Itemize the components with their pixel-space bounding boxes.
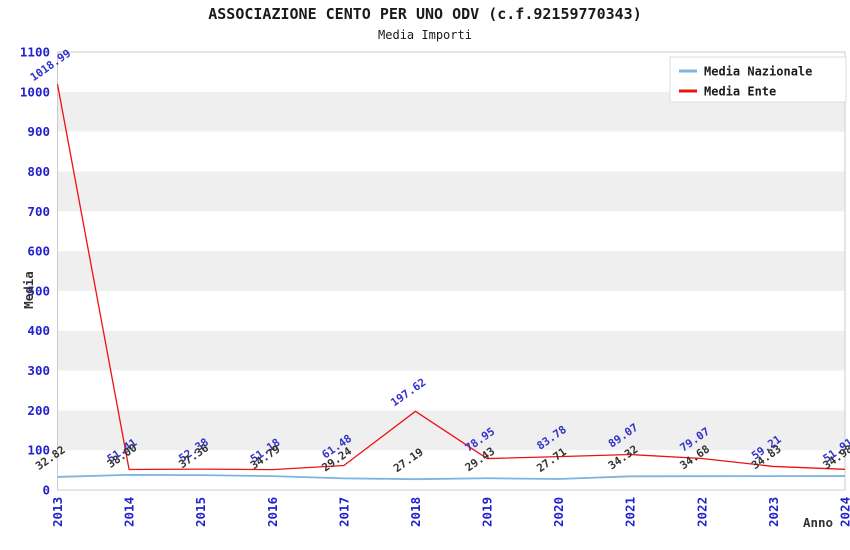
legend-item-media-ente: Media Ente — [679, 85, 776, 99]
plot-band — [57, 131, 845, 172]
x-tick-label: 2021 — [623, 497, 638, 527]
plot-band — [57, 370, 845, 411]
y-tick-label: 600 — [27, 244, 50, 259]
y-tick-label: 0 — [42, 483, 50, 498]
x-tick-label: 2014 — [122, 497, 137, 527]
x-axis-ticks: 2013 2014 2015 2016 2017 2018 2019 2020 2021 2022… — [50, 497, 850, 527]
plot-band — [57, 211, 845, 252]
x-tick-label: 2020 — [551, 497, 566, 527]
legend-label: Media Nazionale — [704, 65, 812, 79]
y-tick-label: 1000 — [20, 84, 50, 99]
plot-bands — [57, 51, 846, 491]
y-tick-label: 300 — [27, 363, 50, 378]
plot-band — [57, 171, 845, 212]
series-line-media-nazionale — [57, 473, 846, 481]
legend-item-media-nazionale: Media Nazionale — [679, 65, 812, 79]
x-tick-label: 2016 — [265, 497, 280, 527]
x-tick-label: 2015 — [193, 497, 208, 527]
y-tick-label: 900 — [27, 124, 50, 139]
x-tick-label: 2013 — [50, 497, 65, 527]
y-tick-label: 100 — [27, 443, 50, 458]
chart-subtitle: Media Importi — [378, 28, 472, 42]
x-tick-label: 2024 — [838, 497, 850, 527]
x-tick-label: 2017 — [336, 497, 351, 527]
y-tick-label: 800 — [27, 164, 50, 179]
y-axis-title: Media — [21, 271, 36, 309]
y-tick-label: 1100 — [20, 45, 50, 60]
x-tick-label: 2018 — [408, 497, 423, 527]
legend: Media Nazionale Media Ente — [669, 56, 847, 103]
y-tick-label: 200 — [27, 403, 50, 418]
plot-band — [57, 450, 845, 490]
x-tick-label: 2022 — [694, 497, 709, 527]
y-tick-label: 500 — [27, 283, 50, 298]
chart-title: ASSOCIAZIONE CENTO PER UNO ODV (c.f.9215… — [208, 5, 642, 23]
series-line-media-ente — [56, 84, 846, 471]
plot-band — [57, 330, 845, 371]
plot-border — [57, 51, 846, 491]
x-tick-label: 2019 — [480, 497, 495, 527]
y-tick-label: 400 — [27, 323, 50, 338]
plot-band — [57, 290, 845, 331]
legend-box — [669, 56, 847, 103]
x-tick-label: 2023 — [766, 497, 781, 527]
x-axis-title: Anno — [803, 515, 833, 530]
legend-label: Media Ente — [704, 85, 776, 99]
y-axis-ticks: 0 100 200 300 400 500 600 700 800 900 1000 1100 — [20, 45, 50, 498]
plot-band — [57, 251, 845, 291]
plot-band — [57, 410, 845, 451]
y-tick-label: 700 — [27, 204, 50, 219]
